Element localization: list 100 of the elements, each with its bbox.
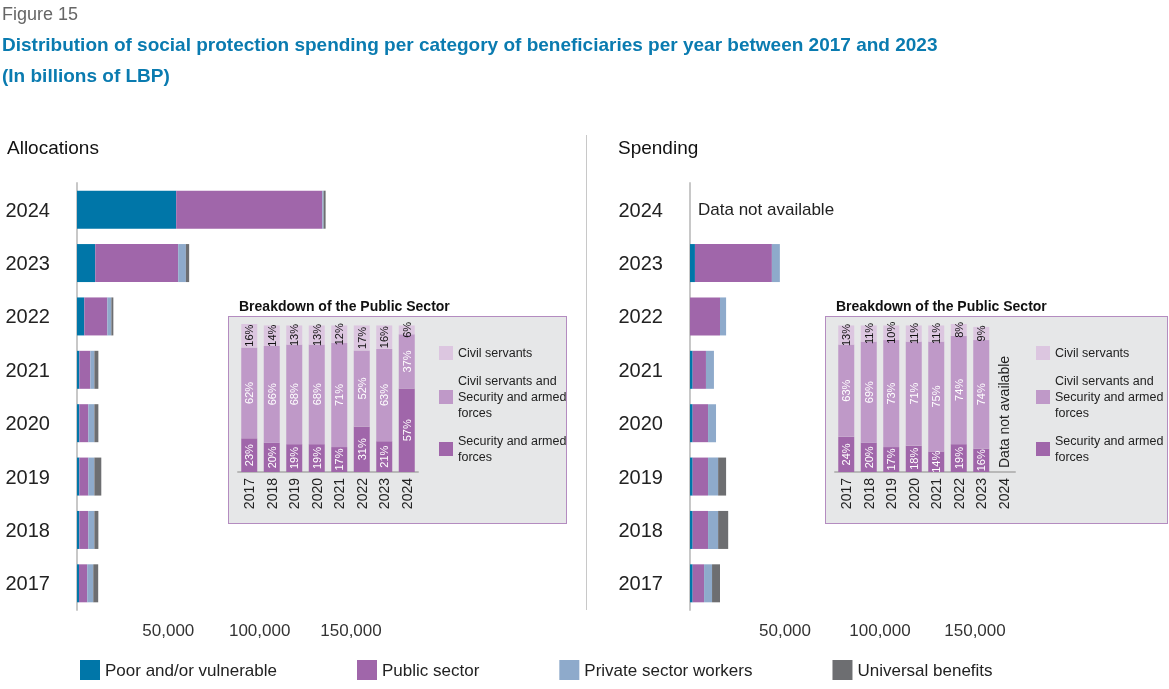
bar (79, 564, 88, 603)
legend-label: Civil servants (1055, 346, 1130, 360)
y-tick-label: 2022 (5, 305, 50, 328)
bar (90, 350, 95, 389)
chart-title: Allocations (7, 137, 99, 158)
text: (In billions of LBP) (2, 65, 170, 86)
x-tick-label: 2021 (928, 477, 945, 510)
data-label: 16% (243, 324, 256, 347)
data-label: 20% (265, 446, 278, 469)
bar (690, 350, 693, 389)
y-tick-label: 2021 (618, 358, 663, 381)
bar (88, 457, 95, 496)
y-tick-label: 2018 (5, 518, 50, 541)
x-tick-label: 2018 (263, 477, 280, 510)
x-tick-label: 150,000 (320, 621, 382, 640)
x-tick-label: 2019 (883, 477, 900, 510)
bar (79, 404, 89, 443)
bar (185, 244, 190, 283)
bar (692, 404, 709, 443)
bar (973, 340, 990, 449)
bar (77, 297, 85, 336)
bar (690, 510, 693, 549)
y-tick-label: 2020 (618, 412, 663, 435)
x-tick-label: 2023 (973, 477, 990, 510)
bar (308, 344, 325, 445)
data-label: 17% (885, 448, 898, 471)
bar (176, 190, 323, 229)
legend-label: Security and armed forces (458, 434, 570, 464)
data-label: 9% (975, 325, 988, 342)
legend-label: Private sector workers (584, 660, 753, 680)
bar (398, 388, 415, 472)
data-label: 62% (243, 381, 256, 404)
data-label: 13% (840, 323, 853, 347)
x-tick-label: 2021 (331, 477, 348, 510)
bar (107, 297, 112, 336)
bar (690, 457, 693, 496)
x-tick-label: 2020 (308, 477, 325, 510)
y-tick-label: 2023 (5, 252, 50, 275)
x-tick-label: 2017 (838, 477, 855, 510)
bar (263, 345, 280, 443)
chart-title: Breakdown of the Public Sector (239, 298, 451, 314)
data-label: 17% (355, 326, 368, 349)
bar (694, 244, 772, 283)
bar (93, 564, 99, 603)
bar (771, 244, 780, 283)
data-label: 6% (400, 321, 413, 338)
bar (353, 350, 370, 427)
legend-label: Security and armed forces (1055, 434, 1167, 464)
data-label: 11% (930, 322, 943, 345)
bar (705, 350, 714, 389)
data-label: 19% (952, 446, 965, 470)
annotation: Data not available (995, 355, 1012, 468)
x-tick-label: 2024 (995, 477, 1012, 510)
bar (838, 344, 855, 437)
data-label: 68% (310, 383, 323, 406)
bar (111, 297, 114, 336)
bar (94, 510, 99, 549)
x-tick-label: 2018 (860, 477, 877, 510)
legend-label: Civil servants (458, 346, 533, 360)
x-tick-label: 50,000 (142, 621, 195, 640)
data-label: 31% (355, 438, 368, 461)
bar (87, 564, 94, 603)
data-label: 12% (333, 323, 346, 346)
bar (718, 457, 727, 496)
data-label: 66% (265, 383, 278, 406)
bar (690, 297, 721, 336)
y-tick-label: 2024 (618, 198, 663, 221)
bar (77, 244, 96, 283)
y-tick-label: 2020 (5, 412, 50, 435)
bar (77, 564, 80, 603)
bar (88, 510, 95, 549)
data-label: 10% (885, 321, 898, 344)
bar (690, 564, 693, 603)
x-tick-label: 2017 (241, 477, 258, 510)
data-label: 19% (310, 446, 323, 470)
data-label: 11% (907, 322, 920, 345)
data-label: 74% (952, 378, 965, 401)
data-label: 11% (862, 322, 875, 345)
data-label: 23% (243, 443, 256, 467)
data-label: 19% (288, 446, 301, 470)
data-label: 13% (288, 323, 301, 347)
y-tick-label: 2024 (5, 198, 50, 221)
data-label: 20% (862, 446, 875, 469)
bar (708, 457, 719, 496)
bar (692, 564, 705, 603)
x-tick-label: 150,000 (944, 621, 1006, 640)
bar (692, 457, 709, 496)
x-tick-label: 100,000 (228, 621, 291, 640)
data-label: 37% (400, 350, 413, 373)
data-label: 71% (333, 383, 346, 407)
bar (692, 350, 706, 389)
bar (79, 510, 89, 549)
x-tick-label: 2024 (398, 477, 415, 510)
bar (690, 404, 693, 443)
bar (94, 404, 99, 443)
legend-label: Civil servants and Security and armed forces (458, 374, 570, 420)
bar (88, 404, 95, 443)
data-label: 16% (378, 325, 391, 349)
data-label: 14% (265, 324, 278, 347)
data-label: 73% (885, 382, 898, 405)
